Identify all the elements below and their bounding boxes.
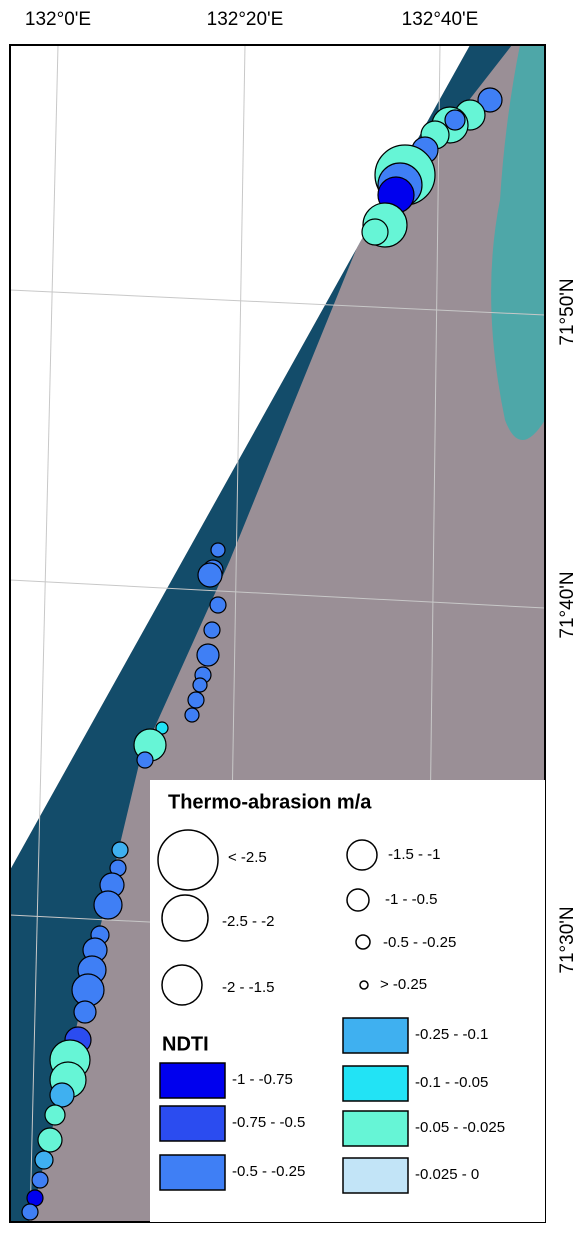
color-swatch [160, 1063, 225, 1098]
coastal-point [50, 1083, 74, 1107]
map-figure: 132°0'E 132°20'E 132°40'E 71°50'N 71°40'… [0, 0, 584, 1233]
size-label: -1 - -0.5 [385, 891, 438, 908]
coastal-point [193, 678, 207, 692]
size-symbol [162, 895, 208, 941]
size-label: > -0.25 [380, 976, 427, 993]
coastal-point [185, 708, 199, 722]
color-swatch [343, 1018, 408, 1053]
color-swatch [343, 1111, 408, 1146]
coastal-point [188, 692, 204, 708]
size-symbol [360, 981, 368, 989]
color-label: -0.025 - 0 [415, 1166, 479, 1183]
coastal-point [38, 1128, 62, 1152]
coastal-point [198, 563, 222, 587]
lat-label: 71°30'N [557, 906, 578, 973]
lon-label: 132°0'E [25, 9, 91, 30]
legend: Thermo-abrasion m/a NDTI < -2.5 -2.5 - -2… [150, 780, 545, 1222]
coastal-point [445, 110, 465, 130]
size-label: -2.5 - -2 [222, 913, 275, 930]
coastal-point [22, 1204, 38, 1220]
coastal-point [74, 1001, 96, 1023]
color-label: -0.25 - -0.1 [415, 1026, 488, 1043]
legend-title: NDTI [162, 1033, 209, 1055]
color-label: -0.1 - -0.05 [415, 1074, 488, 1091]
coastal-point [211, 543, 225, 557]
color-swatch [343, 1158, 408, 1193]
coastal-point [137, 752, 153, 768]
size-label: -1.5 - -1 [388, 846, 441, 863]
color-swatch [160, 1155, 225, 1190]
coastal-point [45, 1105, 65, 1125]
coastal-point [32, 1172, 48, 1188]
lon-label: 132°20'E [207, 9, 284, 30]
color-label: -0.05 - -0.025 [415, 1119, 505, 1136]
coastal-point [35, 1151, 53, 1169]
size-symbol [347, 889, 369, 911]
size-symbol [162, 965, 202, 1005]
legend-title: Thermo-abrasion m/a [168, 791, 372, 813]
coastal-point [204, 622, 220, 638]
color-swatch [160, 1106, 225, 1141]
size-symbol [347, 840, 377, 870]
coastal-point [94, 891, 122, 919]
lat-label: 71°50'N [557, 278, 578, 345]
size-label: -0.5 - -0.25 [383, 934, 456, 951]
color-label: -1 - -0.75 [232, 1071, 293, 1088]
size-symbol [356, 935, 370, 949]
coastal-point [210, 597, 226, 613]
color-label: -0.75 - -0.5 [232, 1114, 305, 1131]
lon-label: 132°40'E [402, 9, 479, 30]
size-label: -2 - -1.5 [222, 979, 275, 996]
color-label: -0.5 - -0.25 [232, 1163, 305, 1180]
size-symbol [158, 830, 218, 890]
coastal-point [112, 842, 128, 858]
lat-label: 71°40'N [557, 571, 578, 638]
coastal-point [362, 219, 388, 245]
color-swatch [343, 1066, 408, 1101]
size-label: < -2.5 [228, 849, 267, 866]
coastal-point [197, 644, 219, 666]
